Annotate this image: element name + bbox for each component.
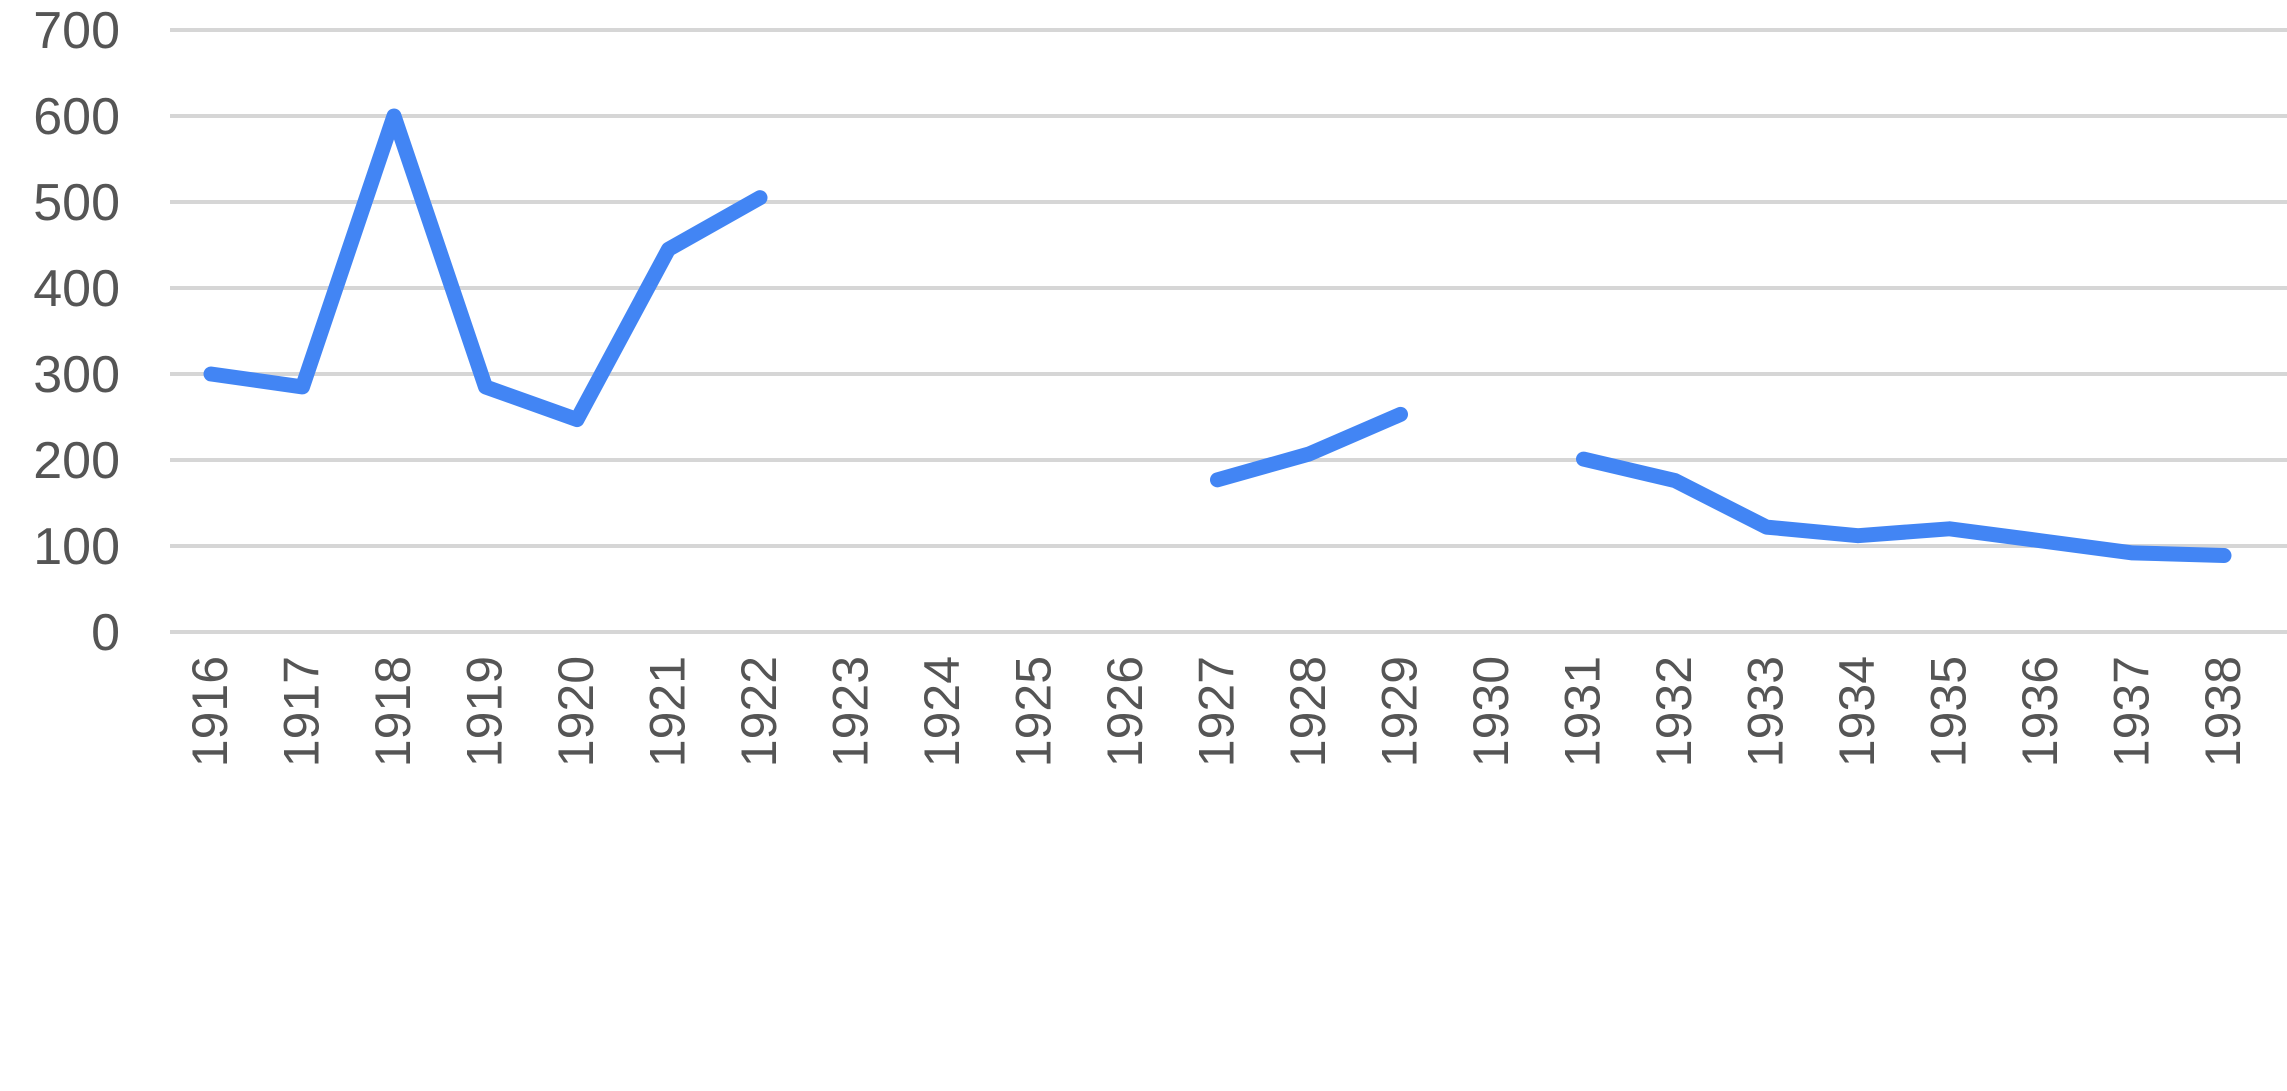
x-tick-label: 1921 (640, 656, 696, 767)
x-tick-label: 1937 (2104, 656, 2160, 767)
y-axis-ticks: 0 100 200 300 400 500 600 700 (33, 2, 120, 662)
x-tick-label: 1930 (1463, 656, 1519, 767)
x-tick-label: 1926 (1097, 656, 1153, 767)
grid-layer (170, 28, 2287, 634)
x-tick-label: 1918 (365, 656, 421, 767)
y-tick-label: 700 (33, 2, 120, 60)
x-tick-label: 1916 (182, 656, 238, 767)
x-tick-label: 1931 (1555, 656, 1611, 767)
x-tick-label: 1938 (2195, 656, 2251, 767)
y-tick-label: 300 (33, 346, 120, 404)
x-tick-label: 1917 (274, 656, 330, 767)
y-tick-label: 100 (33, 518, 120, 576)
x-tick-label: 1923 (823, 656, 879, 767)
y-tick-label: 600 (33, 88, 120, 146)
series-line-segment (1210, 406, 1408, 488)
y-tick-label: 400 (33, 260, 120, 318)
x-tick-label: 1932 (1646, 656, 1702, 767)
x-tick-label: 1935 (1921, 656, 1977, 767)
series-layer (203, 108, 2232, 563)
x-tick-label: 1927 (1189, 656, 1245, 767)
x-tick-label: 1936 (2012, 656, 2068, 767)
x-axis-ticks: 1916 1917 1918 1919 1920 1921 1922 1923 1924 1925… (182, 656, 2251, 767)
x-tick-label: 1934 (1829, 656, 1885, 767)
x-tick-label: 1920 (548, 656, 604, 767)
x-tick-label: 1924 (914, 656, 970, 767)
x-tick-label: 1922 (731, 656, 787, 767)
series-line-segment (1576, 451, 2232, 563)
x-tick-label: 1929 (1372, 656, 1428, 767)
y-tick-label: 500 (33, 174, 120, 232)
y-tick-label: 200 (33, 432, 120, 490)
series-line-segment (203, 108, 768, 428)
x-tick-label: 1919 (457, 656, 513, 767)
x-tick-label: 1928 (1280, 656, 1336, 767)
x-tick-label: 1925 (1006, 656, 1062, 767)
y-tick-label: 0 (91, 604, 120, 662)
x-tick-label: 1933 (1738, 656, 1794, 767)
